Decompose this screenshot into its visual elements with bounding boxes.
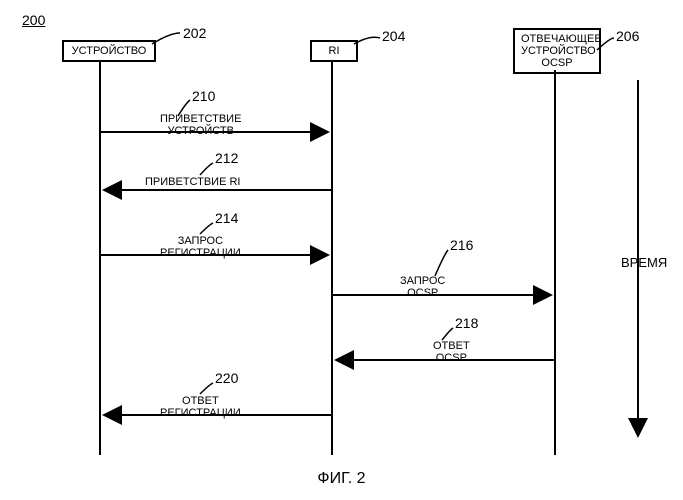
leader-216 bbox=[435, 250, 448, 276]
lifeline-device bbox=[99, 62, 101, 455]
leader-218 bbox=[442, 328, 453, 340]
figure-ref-label: 200 bbox=[22, 12, 45, 28]
msg-label-210: ПРИВЕТСТВИЕУСТРОЙСТВ bbox=[160, 113, 241, 137]
leader-220 bbox=[200, 383, 213, 394]
msg-label-212: ПРИВЕТСТВИЕ RI bbox=[145, 176, 240, 188]
msg-label-216: ЗАПРОСOCSP bbox=[400, 275, 445, 299]
ref-212: 212 bbox=[215, 150, 238, 166]
participant-ri: RI bbox=[310, 40, 358, 62]
ref-214: 214 bbox=[215, 210, 238, 226]
ref-202: 202 bbox=[183, 25, 206, 41]
sequence-diagram: 200 УСТРОЙСТВО RI ОТВЕЧАЮЩЕЕУСТРОЙСТВОOC… bbox=[0, 0, 683, 500]
ref-220: 220 bbox=[215, 370, 238, 386]
lifeline-ocsp bbox=[554, 70, 556, 455]
participant-device-label: УСТРОЙСТВО bbox=[72, 45, 147, 57]
ref-204: 204 bbox=[382, 28, 405, 44]
ref-216: 216 bbox=[450, 237, 473, 253]
participant-ocsp: ОТВЕЧАЮЩЕЕУСТРОЙСТВОOCSP bbox=[513, 28, 601, 74]
diagram-overlay bbox=[0, 0, 683, 500]
participant-device: УСТРОЙСТВО bbox=[62, 40, 156, 62]
ref-218: 218 bbox=[455, 315, 478, 331]
ref-206: 206 bbox=[616, 28, 639, 44]
time-axis-label: ВРЕМЯ bbox=[621, 255, 667, 270]
ref-210: 210 bbox=[192, 88, 215, 104]
leader-202 bbox=[152, 33, 180, 44]
leader-214 bbox=[200, 223, 213, 234]
figure-caption: ФИГ. 2 bbox=[0, 470, 683, 488]
participant-ocsp-label: ОТВЕЧАЮЩЕЕУСТРОЙСТВОOCSP bbox=[521, 33, 602, 69]
lifeline-ri bbox=[331, 62, 333, 455]
msg-label-220: ОТВЕТРЕГИСТРАЦИИ bbox=[160, 395, 241, 419]
msg-label-218: ОТВЕТOCSP bbox=[433, 340, 470, 364]
msg-label-214: ЗАПРОСРЕГИСТРАЦИИ bbox=[160, 235, 241, 259]
leader-212 bbox=[200, 163, 213, 175]
participant-ri-label: RI bbox=[329, 45, 340, 57]
